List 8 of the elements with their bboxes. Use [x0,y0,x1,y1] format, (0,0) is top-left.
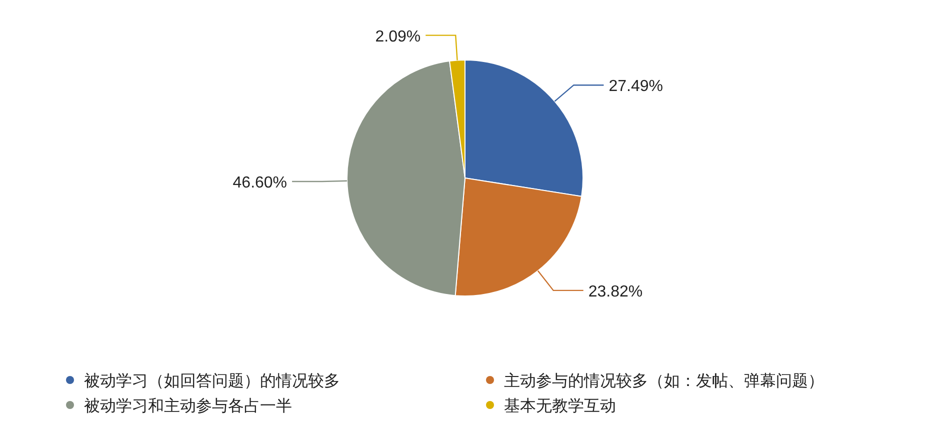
data-label: 27.49% [608,78,663,96]
data-label: 2.09% [375,28,421,46]
legend-label: 基本无教学互动 [504,397,616,415]
data-label: 46.60% [232,174,288,192]
legend-label: 被动学习（如回答问题）的情况较多 [84,372,340,390]
data-label: 23.82% [588,283,643,300]
legend-label: 主动参与的情况较多（如：发帖、弹幕问题） [504,372,824,390]
legend-label: 被动学习和主动参与各占一半 [84,397,292,415]
